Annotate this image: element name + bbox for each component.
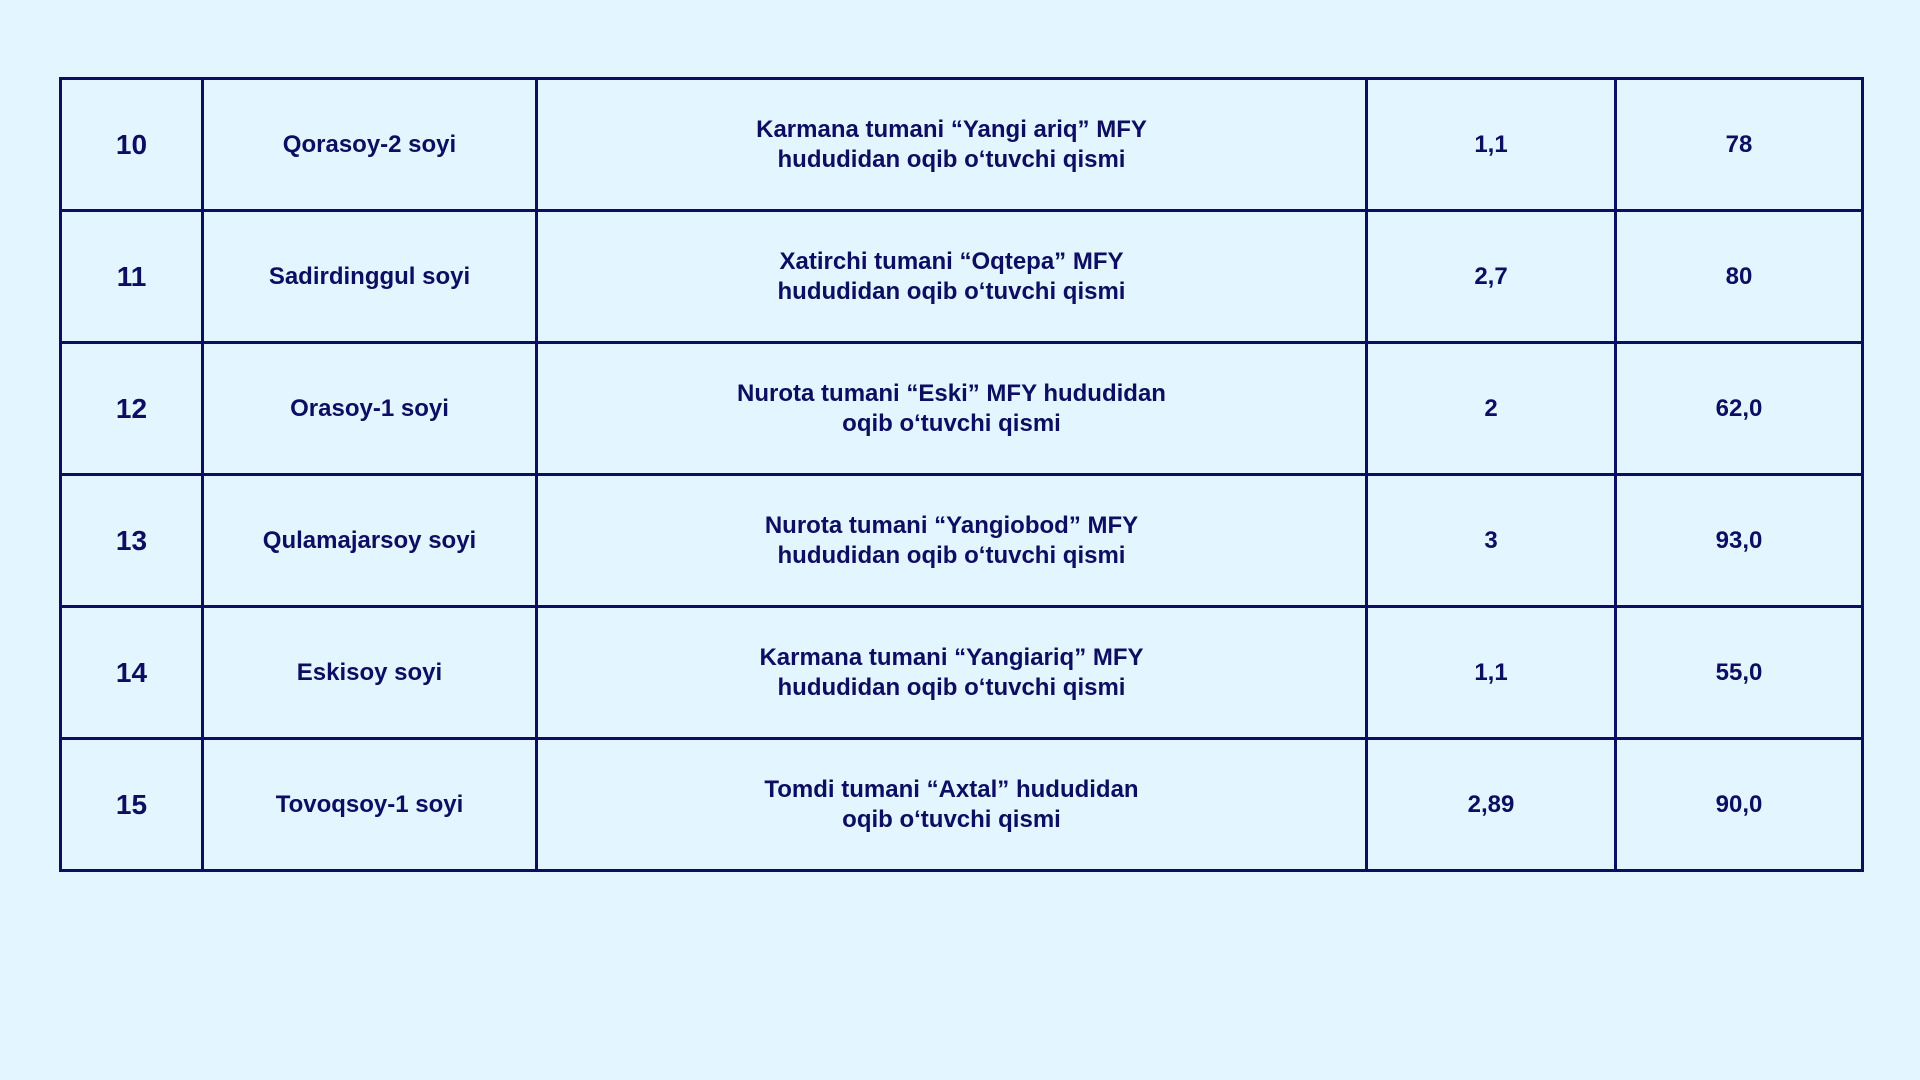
location-line-1: Karmana tumani “Yangiariq” MFY bbox=[759, 643, 1144, 671]
table-row: 10 Qorasoy-2 soyi Karmana tumani “Yangi … bbox=[59, 77, 1864, 212]
location-line-1: Nurota tumani “Eski” MFY hududidan bbox=[737, 379, 1166, 407]
stream-value: 80 bbox=[1614, 209, 1864, 344]
stream-length: 3 bbox=[1365, 473, 1617, 608]
stream-value: 78 bbox=[1614, 77, 1864, 212]
stream-value: 90,0 bbox=[1614, 737, 1864, 872]
location-line-2: oqib o‘tuvchi qismi bbox=[842, 805, 1061, 833]
stream-value: 62,0 bbox=[1614, 341, 1864, 476]
stream-location: Nurota tumani “Yangiobod” MFY hududidan o… bbox=[535, 473, 1368, 608]
stream-length: 1,1 bbox=[1365, 77, 1617, 212]
location-line-2: hududidan oqib o‘tuvchi qismi bbox=[777, 541, 1126, 569]
streams-table: 10 Qorasoy-2 soyi Karmana tumani “Yangi … bbox=[59, 77, 1864, 872]
row-number: 14 bbox=[59, 605, 204, 740]
table-row: 15 Tovoqsoy-1 soyi Tomdi tumani “Axtal” … bbox=[59, 737, 1864, 872]
table-row: 14 Eskisoy soyi Karmana tumani “Yangiari… bbox=[59, 605, 1864, 740]
stream-name: Sadirdinggul soyi bbox=[201, 209, 538, 344]
stream-location: Xatirchi tumani “Oqtepa” MFY hududidan oq… bbox=[535, 209, 1368, 344]
table-row: 13 Qulamajarsoy soyi Nurota tumani “Yang… bbox=[59, 473, 1864, 608]
row-number: 15 bbox=[59, 737, 204, 872]
stream-name: Eskisoy soyi bbox=[201, 605, 538, 740]
location-line-2: hududidan oqib o‘tuvchi qismi bbox=[777, 145, 1126, 173]
table-row: 11 Sadirdinggul soyi Xatirchi tumani “Oq… bbox=[59, 209, 1864, 344]
stream-length: 2,89 bbox=[1365, 737, 1617, 872]
location-line-1: Nurota tumani “Yangiobod” MFY bbox=[764, 511, 1139, 539]
stream-value: 55,0 bbox=[1614, 605, 1864, 740]
row-number: 13 bbox=[59, 473, 204, 608]
stream-length: 2,7 bbox=[1365, 209, 1617, 344]
row-number: 12 bbox=[59, 341, 204, 476]
location-line-1: Xatirchi tumani “Oqtepa” MFY bbox=[779, 247, 1124, 275]
stream-length: 2 bbox=[1365, 341, 1617, 476]
location-line-2: hududidan oqib o‘tuvchi qismi bbox=[777, 673, 1126, 701]
stream-location: Karmana tumani “Yangiariq” MFY hududidan … bbox=[535, 605, 1368, 740]
stream-location: Tomdi tumani “Axtal” hududidan oqib o‘tuv… bbox=[535, 737, 1368, 872]
location-line-1: Tomdi tumani “Axtal” hududidan bbox=[764, 775, 1139, 803]
stream-location: Nurota tumani “Eski” MFY hududidan oqib o… bbox=[535, 341, 1368, 476]
location-line-2: oqib o‘tuvchi qismi bbox=[842, 409, 1061, 437]
stream-value: 93,0 bbox=[1614, 473, 1864, 608]
table-row: 12 Orasoy-1 soyi Nurota tumani “Eski” MF… bbox=[59, 341, 1864, 476]
stream-length: 1,1 bbox=[1365, 605, 1617, 740]
location-line-1: Karmana tumani “Yangi ariq” MFY bbox=[756, 115, 1147, 143]
stream-name: Tovoqsoy-1 soyi bbox=[201, 737, 538, 872]
row-number: 10 bbox=[59, 77, 204, 212]
row-number: 11 bbox=[59, 209, 204, 344]
stream-name: Qorasoy-2 soyi bbox=[201, 77, 538, 212]
stream-name: Orasoy-1 soyi bbox=[201, 341, 538, 476]
stream-name: Qulamajarsoy soyi bbox=[201, 473, 538, 608]
stream-location: Karmana tumani “Yangi ariq” MFY hududidan… bbox=[535, 77, 1368, 212]
location-line-2: hududidan oqib o‘tuvchi qismi bbox=[777, 277, 1126, 305]
